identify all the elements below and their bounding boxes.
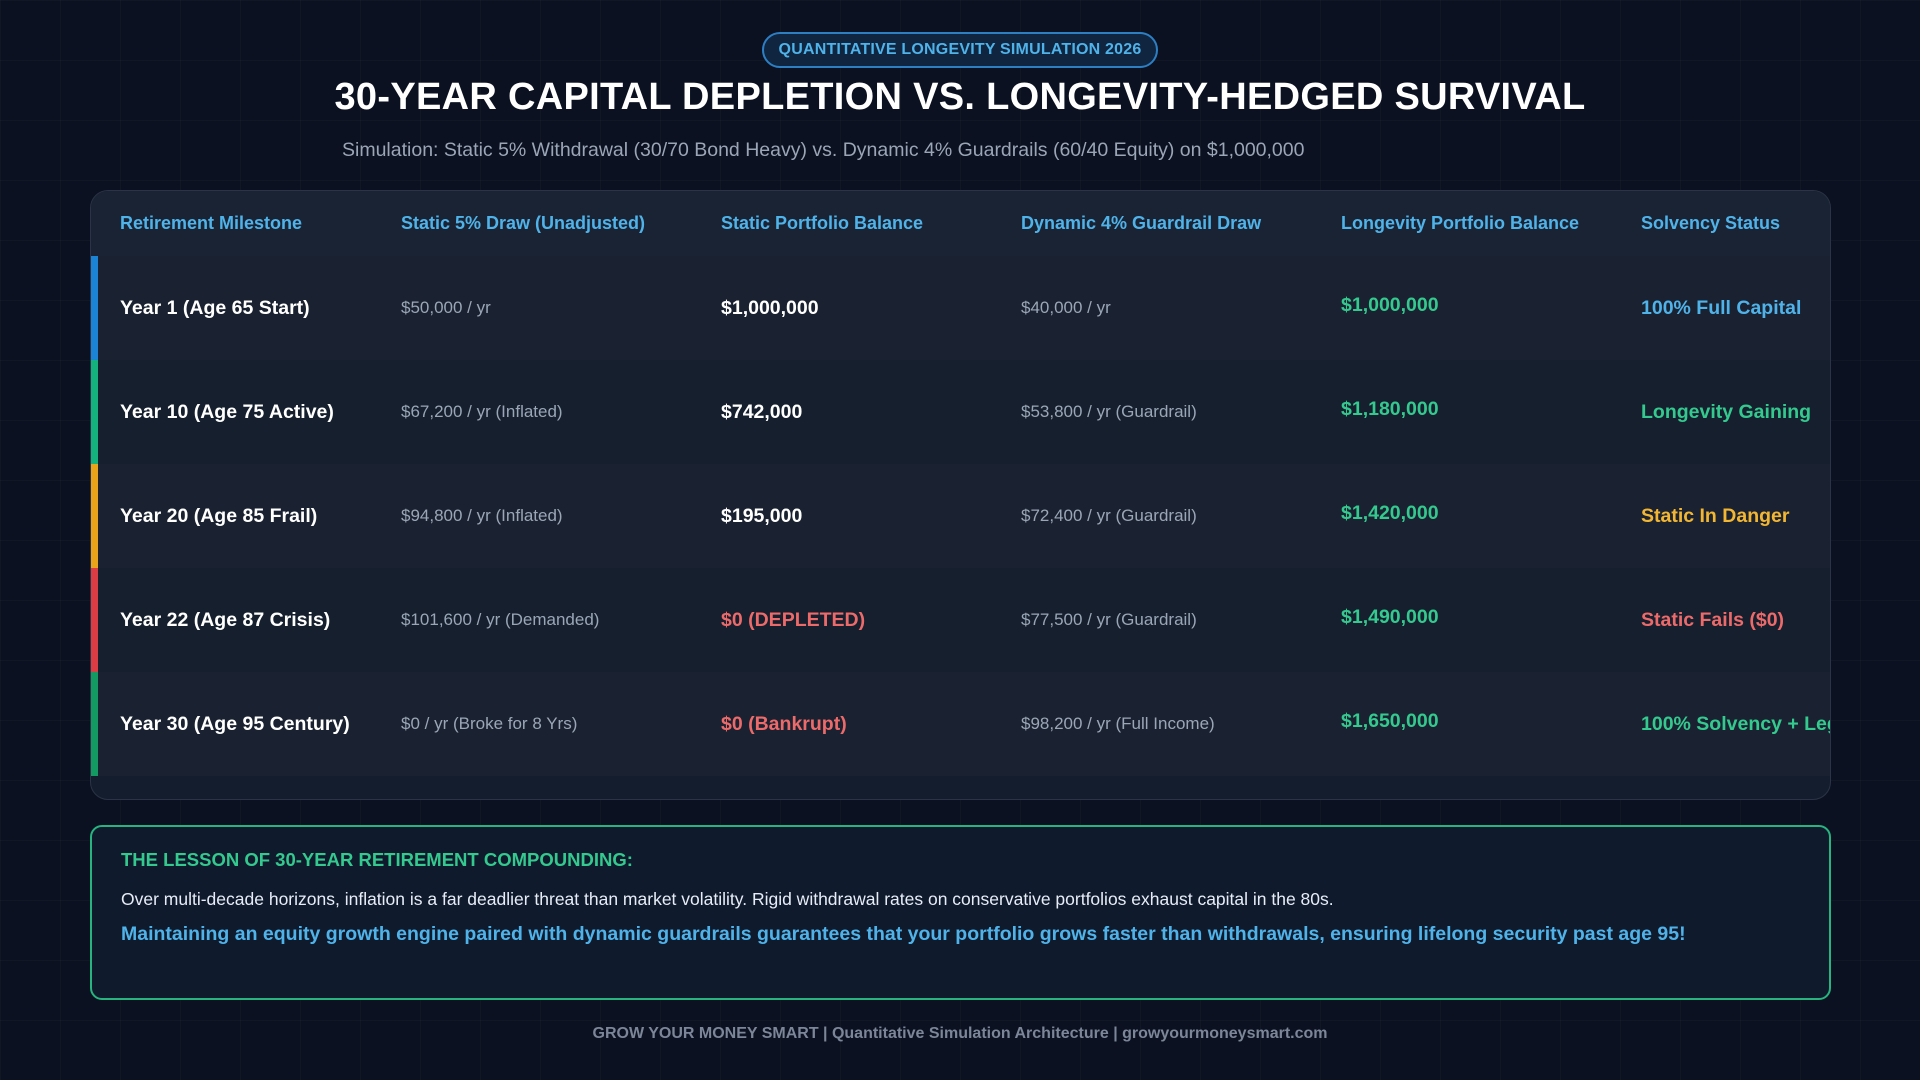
dynamic-draw-cell: $98,200 / yr (Full Income) xyxy=(1021,714,1215,733)
lesson-panel: THE LESSON OF 30-YEAR RETIREMENT COMPOUN… xyxy=(90,825,1831,1000)
dynamic-draw-cell: $40,000 / yr xyxy=(1021,298,1111,317)
table-row: Year 30 (Age 95 Century) $0 / yr (Broke … xyxy=(91,672,1830,776)
static-draw-cell: $67,200 / yr (Inflated) xyxy=(401,402,563,421)
table-row: Year 22 (Age 87 Crisis) $101,600 / yr (D… xyxy=(91,568,1830,672)
static-draw-cell: $50,000 / yr xyxy=(401,298,491,317)
column-header-static-balance: Static Portfolio Balance xyxy=(721,213,924,233)
page-footer: GROW YOUR MONEY SMART | Quantitative Sim… xyxy=(592,1025,1328,1042)
milestone-cell: Year 10 (Age 75 Active) xyxy=(120,400,334,423)
table-row: Year 20 (Age 85 Frail) $94,800 / yr (Inf… xyxy=(91,464,1830,568)
solvency-status-cell: 100% Solvency + Legacy xyxy=(1641,712,1830,735)
simulation-table: Retirement Milestone Static 5% Draw (Una… xyxy=(90,190,1831,800)
dynamic-draw-cell: $77,500 / yr (Guardrail) xyxy=(1021,610,1197,629)
column-header-milestone: Retirement Milestone xyxy=(120,213,303,233)
static-balance-cell: $1,000,000 xyxy=(721,296,819,319)
static-balance-cell: $0 (DEPLETED) xyxy=(721,608,866,631)
static-balance-cell: $742,000 xyxy=(721,400,803,423)
solvency-status-cell: Longevity Gaining xyxy=(1641,400,1812,423)
milestone-cell: Year 30 (Age 95 Century) xyxy=(120,712,350,735)
page-title: 30-YEAR CAPITAL DEPLETION VS. LONGEVITY-… xyxy=(334,76,1586,118)
row-accent-bar xyxy=(91,464,98,568)
table-row: Year 10 (Age 75 Active) $67,200 / yr (In… xyxy=(91,360,1830,464)
milestone-cell: Year 20 (Age 85 Frail) xyxy=(120,504,318,527)
column-header-static-draw: Static 5% Draw (Unadjusted) xyxy=(401,213,646,233)
row-accent-bar xyxy=(91,672,98,776)
static-balance-cell: $195,000 xyxy=(721,504,803,527)
page-subtitle: Simulation: Static 5% Withdrawal (30/70 … xyxy=(342,139,1305,161)
static-draw-cell: $0 / yr (Broke for 8 Yrs) xyxy=(401,714,578,733)
longevity-balance-cell: $1,000,000 xyxy=(1341,293,1439,316)
solvency-status-cell: Static In Danger xyxy=(1641,504,1790,527)
solvency-status-cell: 100% Full Capital xyxy=(1641,296,1802,319)
lesson-highlight: Maintaining an equity growth engine pair… xyxy=(121,923,1686,945)
column-header-solvency-status: Solvency Status xyxy=(1641,213,1781,233)
table-row: Year 1 (Age 65 Start) $50,000 / yr $1,00… xyxy=(91,256,1830,360)
row-accent-bar xyxy=(91,360,98,464)
dynamic-draw-cell: $72,400 / yr (Guardrail) xyxy=(1021,506,1197,525)
longevity-balance-cell: $1,490,000 xyxy=(1341,605,1439,628)
milestone-cell: Year 22 (Age 87 Crisis) xyxy=(120,608,331,631)
dynamic-draw-cell: $53,800 / yr (Guardrail) xyxy=(1021,402,1197,421)
static-draw-cell: $94,800 / yr (Inflated) xyxy=(401,506,563,525)
column-header-longevity-balance: Longevity Portfolio Balance xyxy=(1341,213,1580,233)
static-draw-cell: $101,600 / yr (Demanded) xyxy=(401,610,600,629)
table-header: Retirement Milestone Static 5% Draw (Una… xyxy=(91,191,1830,256)
column-header-dynamic-draw: Dynamic 4% Guardrail Draw xyxy=(1021,213,1262,233)
solvency-status-cell: Static Fails ($0) xyxy=(1641,608,1785,631)
row-accent-bar xyxy=(91,568,98,672)
lesson-heading: THE LESSON OF 30-YEAR RETIREMENT COMPOUN… xyxy=(121,849,633,870)
longevity-balance-cell: $1,420,000 xyxy=(1341,501,1439,524)
simulation-badge: QUANTITATIVE LONGEVITY SIMULATION 2026 xyxy=(762,32,1158,68)
longevity-balance-cell: $1,650,000 xyxy=(1341,709,1439,732)
static-balance-cell: $0 (Bankrupt) xyxy=(721,712,847,735)
milestone-cell: Year 1 (Age 65 Start) xyxy=(120,296,310,319)
lesson-body: Over multi-decade horizons, inflation is… xyxy=(121,889,1334,909)
longevity-balance-cell: $1,180,000 xyxy=(1341,397,1439,420)
row-accent-bar xyxy=(91,256,98,360)
